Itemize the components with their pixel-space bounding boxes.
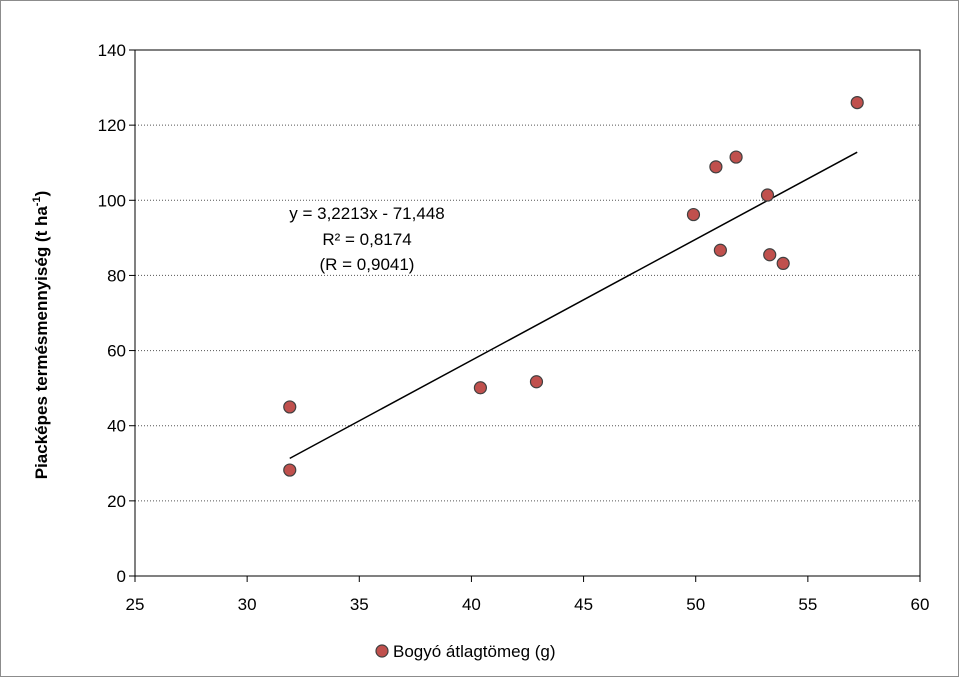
r-squared-label: R² = 0,8174 bbox=[322, 230, 411, 249]
trendline bbox=[289, 151, 858, 460]
y-axis-label-main: Piacképes termésmennyiség (t ha bbox=[32, 206, 51, 480]
y-tick-label: 140 bbox=[98, 41, 126, 60]
y-tick-label: 40 bbox=[107, 417, 126, 436]
x-tick-label: 25 bbox=[126, 595, 145, 614]
x-tick-label: 40 bbox=[462, 595, 481, 614]
x-tick-label: 55 bbox=[798, 595, 817, 614]
r-value-label: (R = 0,9041) bbox=[320, 255, 415, 274]
data-point bbox=[713, 243, 727, 257]
data-point bbox=[709, 160, 723, 174]
data-points bbox=[283, 95, 864, 477]
y-axis-label-close: ) bbox=[32, 191, 51, 197]
y-tick-label: 60 bbox=[107, 342, 126, 361]
data-point bbox=[283, 463, 297, 477]
legend: Bogyó átlagtömeg (g) bbox=[375, 642, 556, 661]
x-tick-label: 45 bbox=[574, 595, 593, 614]
y-axis-label: Piacképes termésmennyiség (t ha-1) bbox=[31, 191, 51, 480]
tick-labels: 0 20 40 60 80 100 120 140 25 30 35 40 45 50 55 60 bbox=[98, 41, 930, 614]
plot-area bbox=[134, 49, 921, 577]
x-tick-label: 60 bbox=[911, 595, 930, 614]
trendline-group bbox=[289, 151, 858, 460]
regression-annotation: y = 3,2213x - 71,448 R² = 0,8174 (R = 0,… bbox=[289, 204, 444, 274]
legend-marker bbox=[375, 644, 389, 658]
x-tick-label: 50 bbox=[686, 595, 705, 614]
equation-label: y = 3,2213x - 71,448 bbox=[289, 204, 444, 223]
y-tick-label: 100 bbox=[98, 191, 126, 210]
data-point bbox=[760, 188, 775, 202]
x-tick-label: 30 bbox=[238, 595, 257, 614]
x-tick-label: 35 bbox=[350, 595, 369, 614]
data-point bbox=[776, 256, 790, 271]
data-point bbox=[850, 95, 864, 110]
data-point bbox=[686, 207, 701, 222]
data-point bbox=[729, 150, 743, 164]
axis-ticks bbox=[129, 49, 921, 582]
legend-label: Bogyó átlagtömeg (g) bbox=[393, 642, 556, 661]
y-tick-label: 20 bbox=[107, 492, 126, 511]
data-point bbox=[473, 381, 487, 395]
y-tick-label: 80 bbox=[107, 266, 126, 285]
data-point bbox=[763, 248, 777, 262]
y-tick-label: 0 bbox=[117, 567, 126, 586]
data-point bbox=[529, 375, 544, 389]
y-axis-label-superscript: -1 bbox=[31, 196, 43, 206]
y-tick-label: 120 bbox=[98, 116, 126, 135]
gridlines bbox=[135, 124, 920, 502]
data-point bbox=[283, 400, 297, 414]
